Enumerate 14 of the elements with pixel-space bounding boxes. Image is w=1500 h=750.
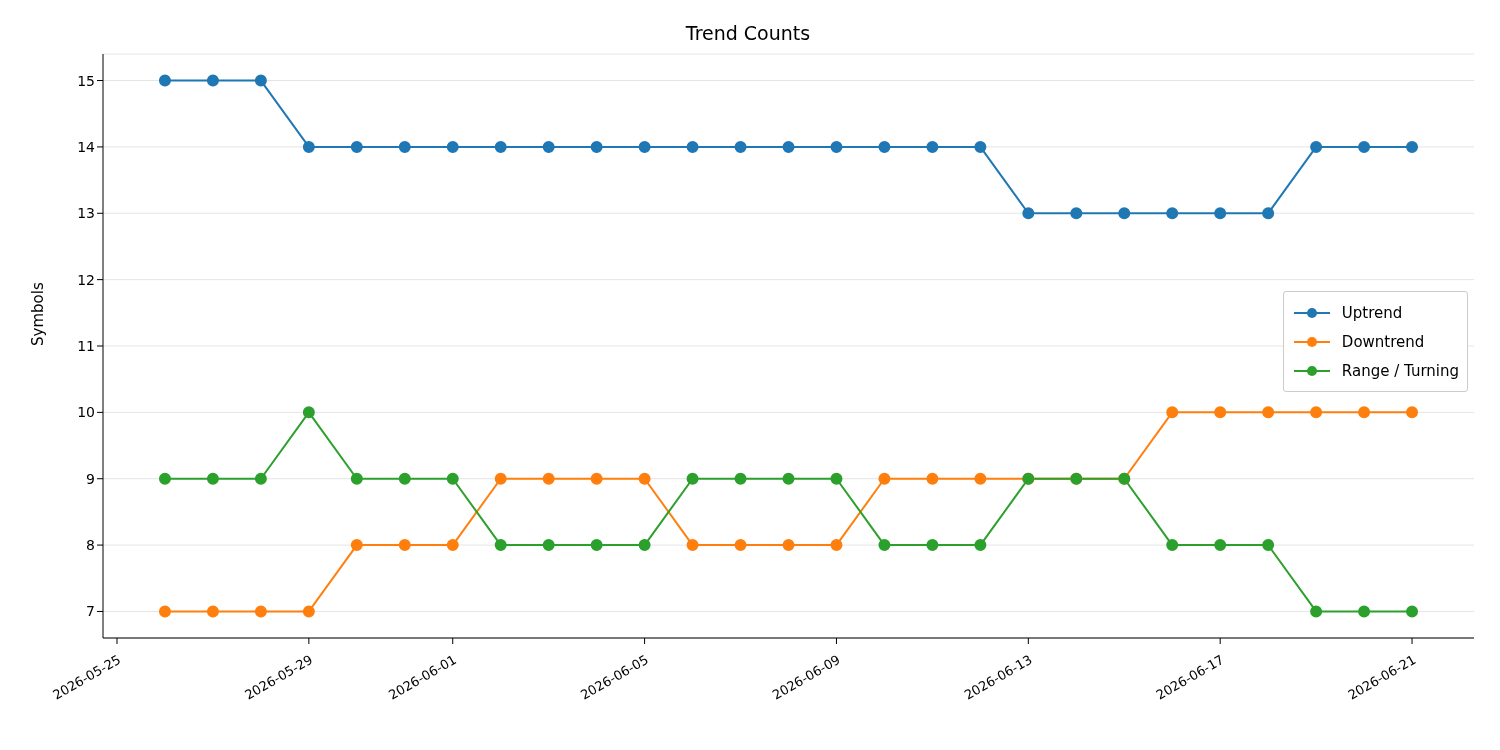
legend-label: Uptrend bbox=[1341, 303, 1403, 322]
y-tick-label: 11 bbox=[77, 337, 95, 354]
legend-label: Downtrend bbox=[1341, 332, 1425, 351]
y-tick-label: 9 bbox=[86, 470, 95, 487]
legend-label: Range / Turning bbox=[1341, 361, 1459, 380]
y-axis-title: Symbols bbox=[29, 282, 48, 346]
y-tick-label: 13 bbox=[77, 205, 95, 222]
y-tick-label: 15 bbox=[77, 72, 95, 89]
y-tick-label: 8 bbox=[86, 537, 95, 554]
chart-title: Trend Counts bbox=[684, 21, 812, 46]
y-tick-label: 14 bbox=[77, 138, 96, 155]
y-tick-label: 10 bbox=[77, 404, 95, 421]
y-tick-label: 12 bbox=[77, 271, 95, 288]
y-tick-label: 7 bbox=[86, 603, 95, 620]
